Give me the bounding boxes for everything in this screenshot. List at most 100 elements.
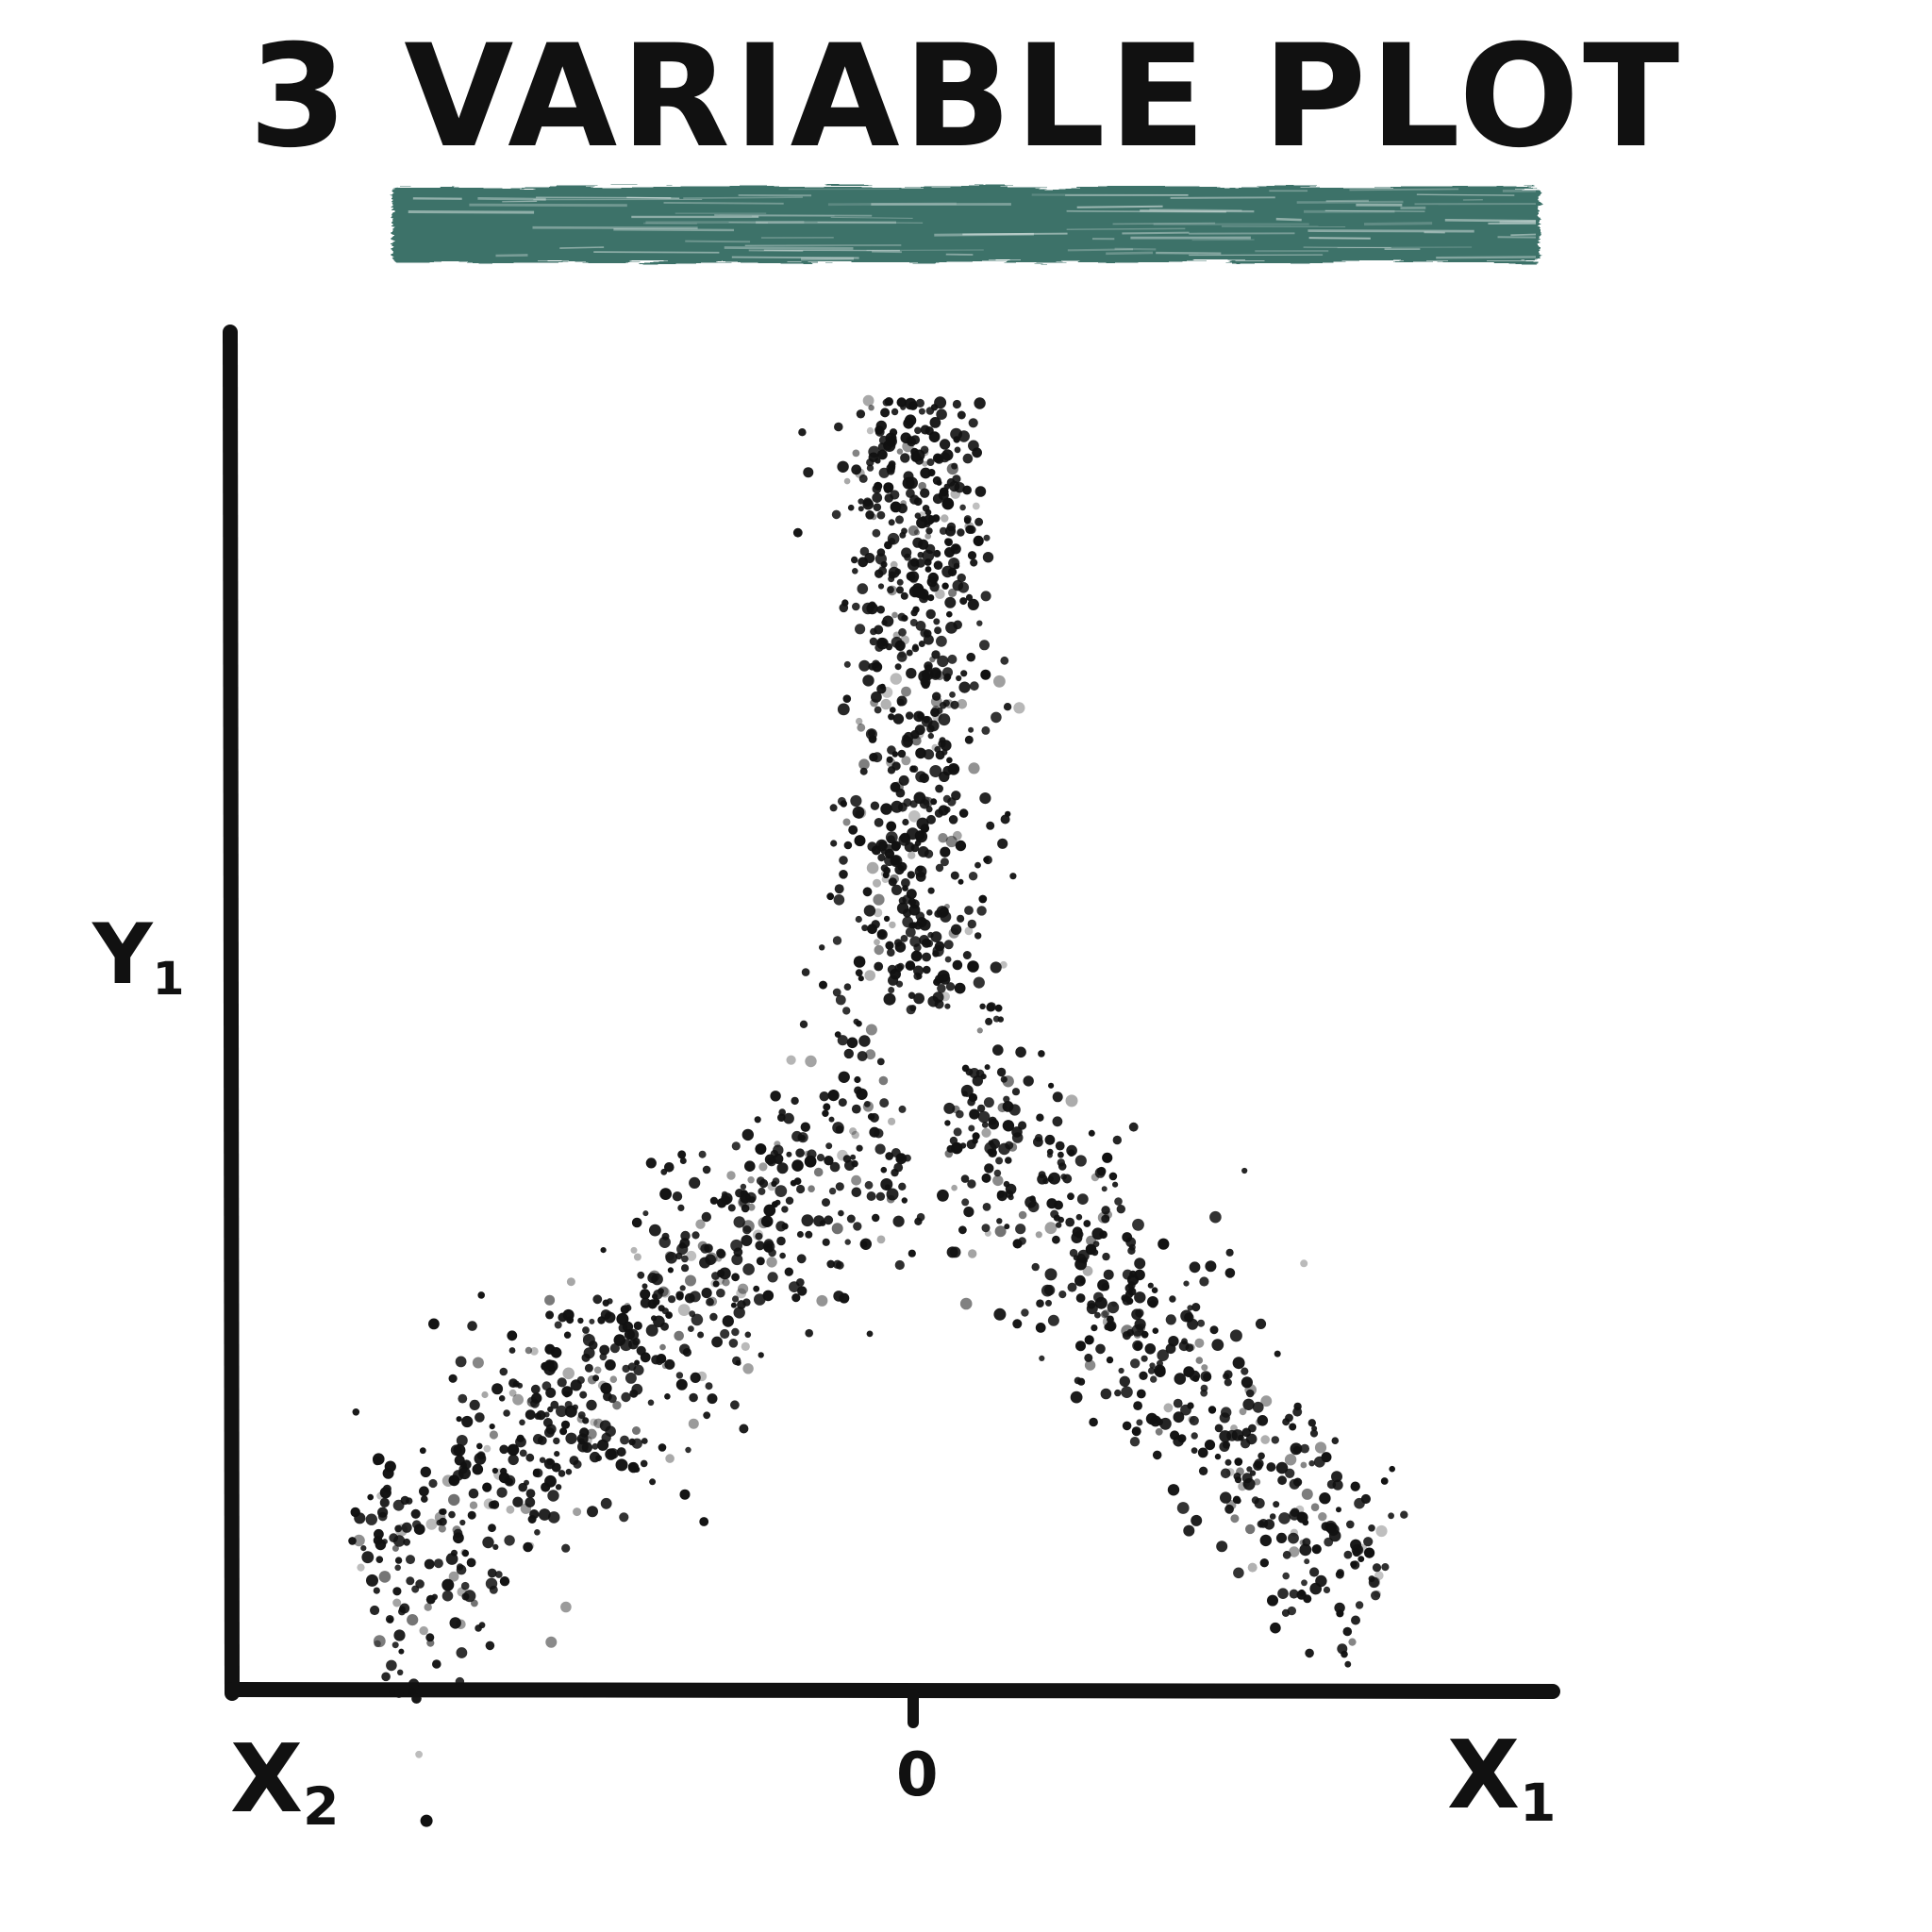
- scatter-point: [918, 641, 925, 647]
- scatter-point: [653, 1315, 665, 1328]
- scatter-point: [374, 1640, 381, 1648]
- scatter-point: [979, 792, 991, 805]
- scatter-point: [1388, 1512, 1394, 1520]
- scatter-point: [801, 968, 810, 976]
- scatter-point: [791, 1159, 804, 1172]
- scatter-point: [1220, 1491, 1232, 1504]
- scatter-point: [1187, 1402, 1194, 1409]
- scatter-point: [900, 935, 908, 942]
- scatter-point: [882, 398, 891, 407]
- scatter-point: [835, 1125, 844, 1134]
- scatter-point: [1266, 1462, 1276, 1473]
- scatter-point: [665, 1454, 675, 1463]
- scatter-point: [445, 1553, 458, 1565]
- scatter-point: [675, 1291, 684, 1300]
- scatter-point: [1101, 1206, 1110, 1215]
- scatter-point: [1062, 1174, 1073, 1184]
- scatter-point: [428, 1478, 438, 1489]
- scatter-point: [1139, 1371, 1148, 1381]
- scatter-point: [1036, 1113, 1044, 1122]
- scatter-point: [420, 1466, 431, 1478]
- scatter-point: [888, 519, 895, 526]
- scatter-point: [908, 991, 916, 999]
- scatter-point: [731, 1327, 740, 1337]
- scatter-point: [907, 871, 915, 879]
- scatter-point: [384, 1460, 396, 1473]
- scatter-point: [640, 1289, 651, 1300]
- scatter-point: [1348, 1638, 1357, 1646]
- scatter-point: [862, 887, 873, 897]
- scatter-point: [927, 572, 939, 584]
- scatter-point: [1219, 1430, 1232, 1442]
- scatter-point: [636, 1345, 646, 1356]
- scatter-point: [1247, 1562, 1257, 1573]
- scatter-point: [791, 1096, 799, 1106]
- scatter-point: [837, 1149, 848, 1161]
- scatter-point: [370, 1605, 380, 1616]
- scatter-point: [503, 1409, 510, 1417]
- scatter-point: [1152, 1450, 1162, 1460]
- scatter-point: [795, 1148, 805, 1158]
- scatter-point: [576, 1375, 585, 1385]
- scatter-point: [747, 1176, 755, 1184]
- scatter-point: [1285, 1413, 1293, 1423]
- scatter-point: [828, 1187, 837, 1195]
- scatter-point: [490, 1500, 500, 1509]
- scatter-point: [679, 1285, 686, 1291]
- scatter-point: [378, 1571, 391, 1583]
- scatter-point: [993, 675, 1006, 688]
- scatter-point: [1084, 1359, 1096, 1371]
- scatter-point: [406, 1555, 415, 1565]
- scatter-point: [1052, 1091, 1063, 1103]
- scatter-point: [1076, 1193, 1089, 1205]
- scatter-point: [1005, 1141, 1014, 1150]
- scatter-point: [1300, 1443, 1309, 1454]
- scatter-point: [710, 1279, 719, 1288]
- scatter-point: [1034, 1134, 1043, 1142]
- scatter-point: [848, 824, 858, 835]
- scatter-point: [577, 1317, 584, 1324]
- scatter-point: [872, 528, 881, 538]
- scatter-point: [923, 749, 935, 760]
- scatter-point: [1084, 1335, 1094, 1345]
- scatter-point: [438, 1524, 446, 1533]
- scatter-point: [592, 1294, 603, 1305]
- scatter-point: [1009, 873, 1017, 880]
- scatter-point: [1144, 1343, 1157, 1355]
- scatter-point: [967, 919, 977, 929]
- scatter-point: [891, 884, 903, 896]
- scatter-point: [1015, 1224, 1026, 1235]
- scatter-point: [862, 498, 874, 510]
- scatter-point: [1103, 1269, 1114, 1280]
- scatter-point: [1216, 1541, 1228, 1553]
- scatter-point: [1319, 1492, 1331, 1505]
- scatter-point: [520, 1503, 532, 1514]
- scatter-point: [1112, 1181, 1119, 1188]
- scatter-point: [1229, 1329, 1242, 1342]
- scatter-point: [862, 675, 874, 687]
- scatter-point: [835, 994, 846, 1006]
- scatter-point: [922, 549, 935, 562]
- scatter-point: [996, 1191, 1008, 1202]
- scatter-point: [918, 511, 925, 519]
- scatter-point: [1044, 1222, 1058, 1235]
- scatter-point: [947, 654, 958, 664]
- scatter-point: [597, 1316, 606, 1324]
- scatter-point: [1070, 1391, 1083, 1404]
- scatter-point: [1058, 1162, 1067, 1171]
- scatter-point: [855, 969, 863, 977]
- scatter-point: [957, 410, 966, 420]
- scatter-point: [958, 1225, 967, 1235]
- scatter-point: [918, 481, 926, 491]
- scatter-point: [973, 976, 985, 989]
- scatter-point: [926, 458, 935, 466]
- scatter-point: [1188, 1343, 1195, 1352]
- scatter-point: [832, 936, 842, 945]
- scatter-point: [967, 598, 979, 611]
- scatter-point: [625, 1372, 637, 1384]
- scatter-point: [1309, 1429, 1319, 1438]
- scatter-point: [615, 1458, 628, 1472]
- scatter-point: [1331, 1471, 1342, 1483]
- scatter-point: [1230, 1514, 1240, 1524]
- scatter-point: [908, 851, 916, 859]
